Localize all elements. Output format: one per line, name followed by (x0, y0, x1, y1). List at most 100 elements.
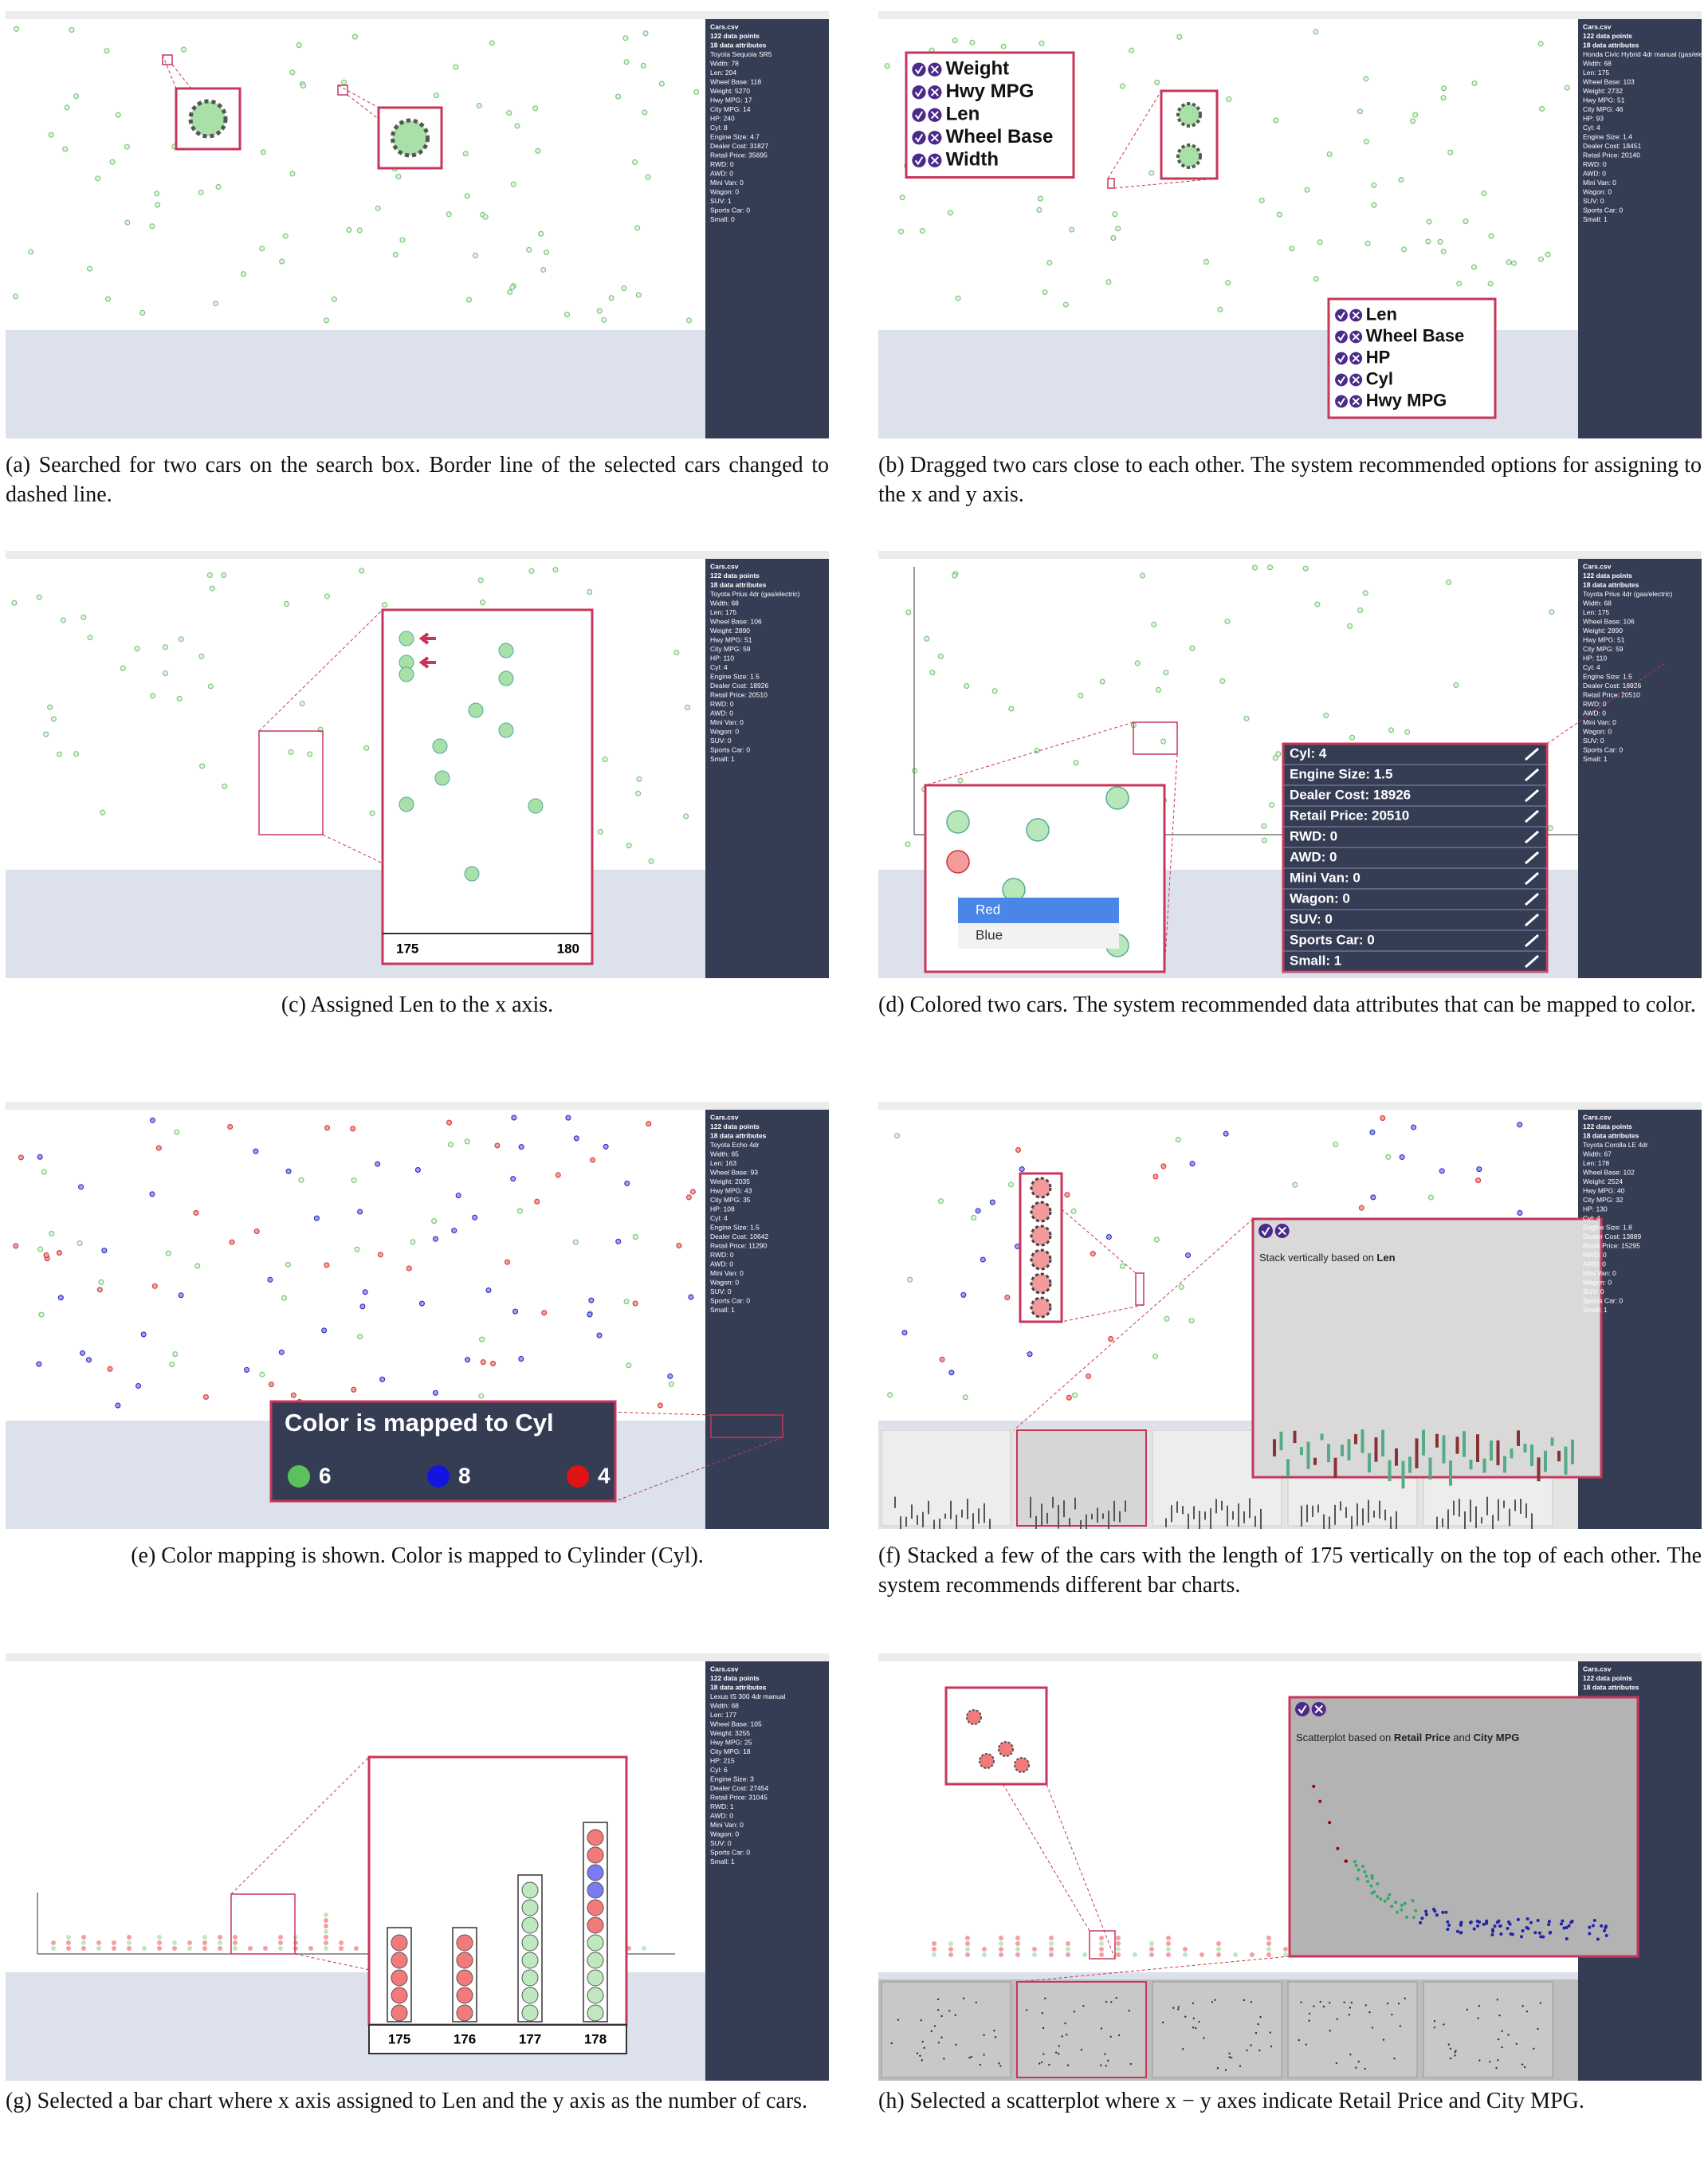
sidebar-line: Wheel Base: 102 (1583, 1168, 1635, 1176)
thumb-bar (1063, 1500, 1065, 1518)
thumb-dot (1239, 2065, 1242, 2067)
menu-item[interactable] (958, 923, 1119, 949)
data-point (418, 1300, 425, 1307)
data-point (455, 1193, 461, 1199)
data-point (615, 93, 622, 100)
data-point (80, 614, 87, 620)
scatter-dot (1403, 1901, 1407, 1905)
data-point (937, 1198, 944, 1205)
thumb-bar (1058, 1504, 1059, 1529)
thumb-bar (967, 1499, 968, 1519)
icon (1335, 373, 1348, 387)
scatter-dot (1541, 1935, 1545, 1939)
bar-dot (1166, 1936, 1171, 1940)
data-point (1275, 751, 1282, 757)
data-point (49, 1230, 55, 1236)
thumb-dot (921, 2059, 924, 2062)
popup-bar (1306, 1441, 1310, 1469)
brush-icon (1525, 954, 1539, 969)
sidebar-line: Cyl: 4 (710, 663, 728, 671)
sidebar-line: SUV: 0 (1583, 197, 1604, 205)
data-point (884, 63, 890, 69)
popup-bar (1435, 1433, 1439, 1448)
scatter-dot (1364, 1874, 1368, 1878)
data-point (331, 296, 337, 302)
caption: (b) Dragged two cars close to each other… (878, 453, 1702, 507)
sidebar-line: Mini Van: 0 (1583, 1269, 1616, 1277)
scatter-dot (1591, 1924, 1595, 1928)
thumb-dot (1449, 2057, 1452, 2060)
thumb-dot (1336, 2018, 1338, 2020)
menu-item[interactable] (958, 898, 1119, 923)
thumb-bar (911, 1504, 913, 1519)
sidebar-line: Retail Price: 35695 (710, 151, 768, 159)
sidebar-line: Width: 68 (1583, 599, 1612, 607)
data-point (688, 1294, 694, 1300)
thumb-dot (1443, 2023, 1445, 2026)
scatter-dot (1509, 1932, 1513, 1936)
thumb-dot (1054, 2051, 1058, 2054)
data-point (98, 1279, 104, 1285)
scatter-dot (1537, 1931, 1541, 1935)
sidebar-line: Cars.csv (1583, 22, 1612, 30)
bar-dot (81, 1940, 86, 1945)
icon-mark (930, 111, 939, 120)
scatter-dot (1536, 1919, 1540, 1923)
thumb-dot (937, 2042, 940, 2044)
sidebar-line: Dealer Cost: 18926 (1583, 682, 1642, 690)
sidebar-line: Cyl: 4 (1583, 1214, 1600, 1222)
data-point (1105, 1234, 1112, 1240)
scatter-dot (1363, 1869, 1367, 1873)
thumb-bar (1384, 1509, 1386, 1521)
thumb-dot (1391, 2013, 1393, 2016)
attribute: RWD: 0 (1290, 828, 1337, 843)
data-point (952, 572, 958, 579)
thumb-dot (1313, 2005, 1315, 2007)
bar-dot (965, 1952, 970, 1957)
data-point (1134, 660, 1141, 666)
sidebar-line: SUV: 0 (1583, 737, 1604, 745)
thumb-bar (905, 1516, 907, 1527)
data-point (1549, 609, 1555, 615)
scatter-dot (1414, 1908, 1418, 1912)
data-point (1517, 1209, 1523, 1216)
scatter-dot (1570, 1919, 1574, 1923)
brush-icon (1525, 892, 1539, 906)
bar-dot (1216, 1952, 1221, 1957)
zoom-box (381, 608, 594, 965)
data-point (937, 653, 944, 659)
data-point (1404, 729, 1411, 735)
data-point (622, 35, 629, 41)
popup-bar (1354, 1433, 1357, 1445)
sidebar-line: Mini Van: 0 (710, 1269, 744, 1277)
thumb-dot (1038, 2062, 1041, 2065)
axis-label: 177 (519, 2031, 541, 2046)
car (528, 798, 544, 814)
data-point (1139, 572, 1145, 579)
sidebar-line: Retail Price: 20140 (1583, 151, 1640, 159)
toolbar (878, 1102, 1702, 1110)
data-point (351, 1177, 357, 1184)
scatter-dot (1520, 1935, 1524, 1939)
data-point (432, 1390, 438, 1396)
data-point (357, 1209, 363, 1215)
sidebar-line: Dealer Cost: 18926 (710, 682, 769, 690)
data-point (1226, 96, 1232, 103)
sidebar-line: Cyl: 4 (1583, 663, 1600, 671)
sidebar-line: Sports Car: 0 (710, 1848, 750, 1856)
data-point (1380, 1114, 1386, 1121)
data-point (646, 1121, 652, 1127)
thumb-bar (1475, 1506, 1477, 1528)
thumb-dot (1250, 2044, 1252, 2046)
scatter-dot (1433, 1909, 1437, 1913)
callout-line (1019, 1173, 1137, 1274)
data-point (1326, 151, 1333, 158)
sidebar-line: 122 data points (1583, 32, 1632, 40)
data-point (313, 1215, 320, 1221)
thumb-dot (897, 2019, 900, 2021)
data-point (929, 670, 936, 676)
data-point (1225, 280, 1231, 286)
data-point (1152, 1173, 1159, 1180)
thumb-dot (1182, 2048, 1184, 2050)
sidebar-line: Hwy MPG: 40 (1583, 1186, 1625, 1194)
